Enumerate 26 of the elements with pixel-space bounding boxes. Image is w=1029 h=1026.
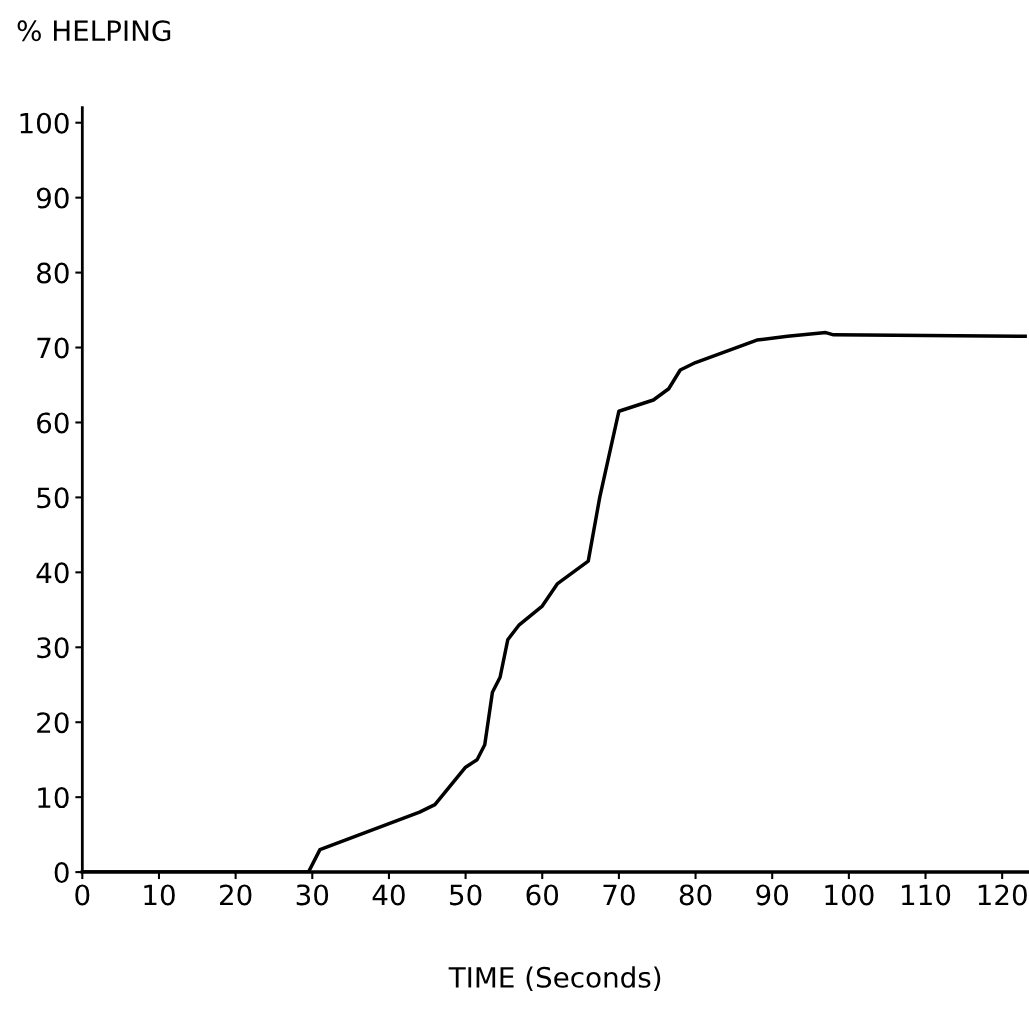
x-tick-label: 80 — [679, 884, 712, 906]
x-tick-label: 50 — [450, 884, 482, 906]
y-tick-label: 10 — [38, 787, 69, 809]
y-tick-label: 100 — [20, 112, 69, 134]
x-tick-label: 0 — [75, 884, 90, 906]
x-tick-label: 20 — [219, 884, 252, 906]
y-axis-title: % HELPING — [17, 20, 171, 42]
x-tick-label: 30 — [296, 884, 329, 906]
x-tick-label: 110 — [902, 884, 951, 906]
x-tick-label: 120 — [978, 884, 1027, 906]
y-tick-label: 0 — [54, 862, 69, 884]
y-tick-label: 30 — [37, 637, 69, 659]
x-tick-label: 70 — [603, 884, 635, 906]
x-axis-title: TIME (Seconds) — [448, 966, 661, 992]
y-tick-label: 20 — [37, 712, 69, 734]
x-tick-label: 90 — [756, 884, 789, 906]
x-tick-label: 60 — [526, 884, 559, 906]
x-tick-label: 40 — [372, 884, 405, 906]
y-tick-label: 40 — [36, 562, 69, 584]
y-tick-label: 80 — [37, 262, 69, 284]
y-tick-label: 50 — [37, 487, 69, 509]
x-tick-label: 100 — [825, 884, 874, 906]
y-tick-label: 90 — [36, 187, 69, 209]
y-tick-label: 70 — [37, 337, 69, 359]
y-tick-label: 60 — [37, 412, 69, 434]
x-tick-label: 10 — [144, 884, 175, 906]
